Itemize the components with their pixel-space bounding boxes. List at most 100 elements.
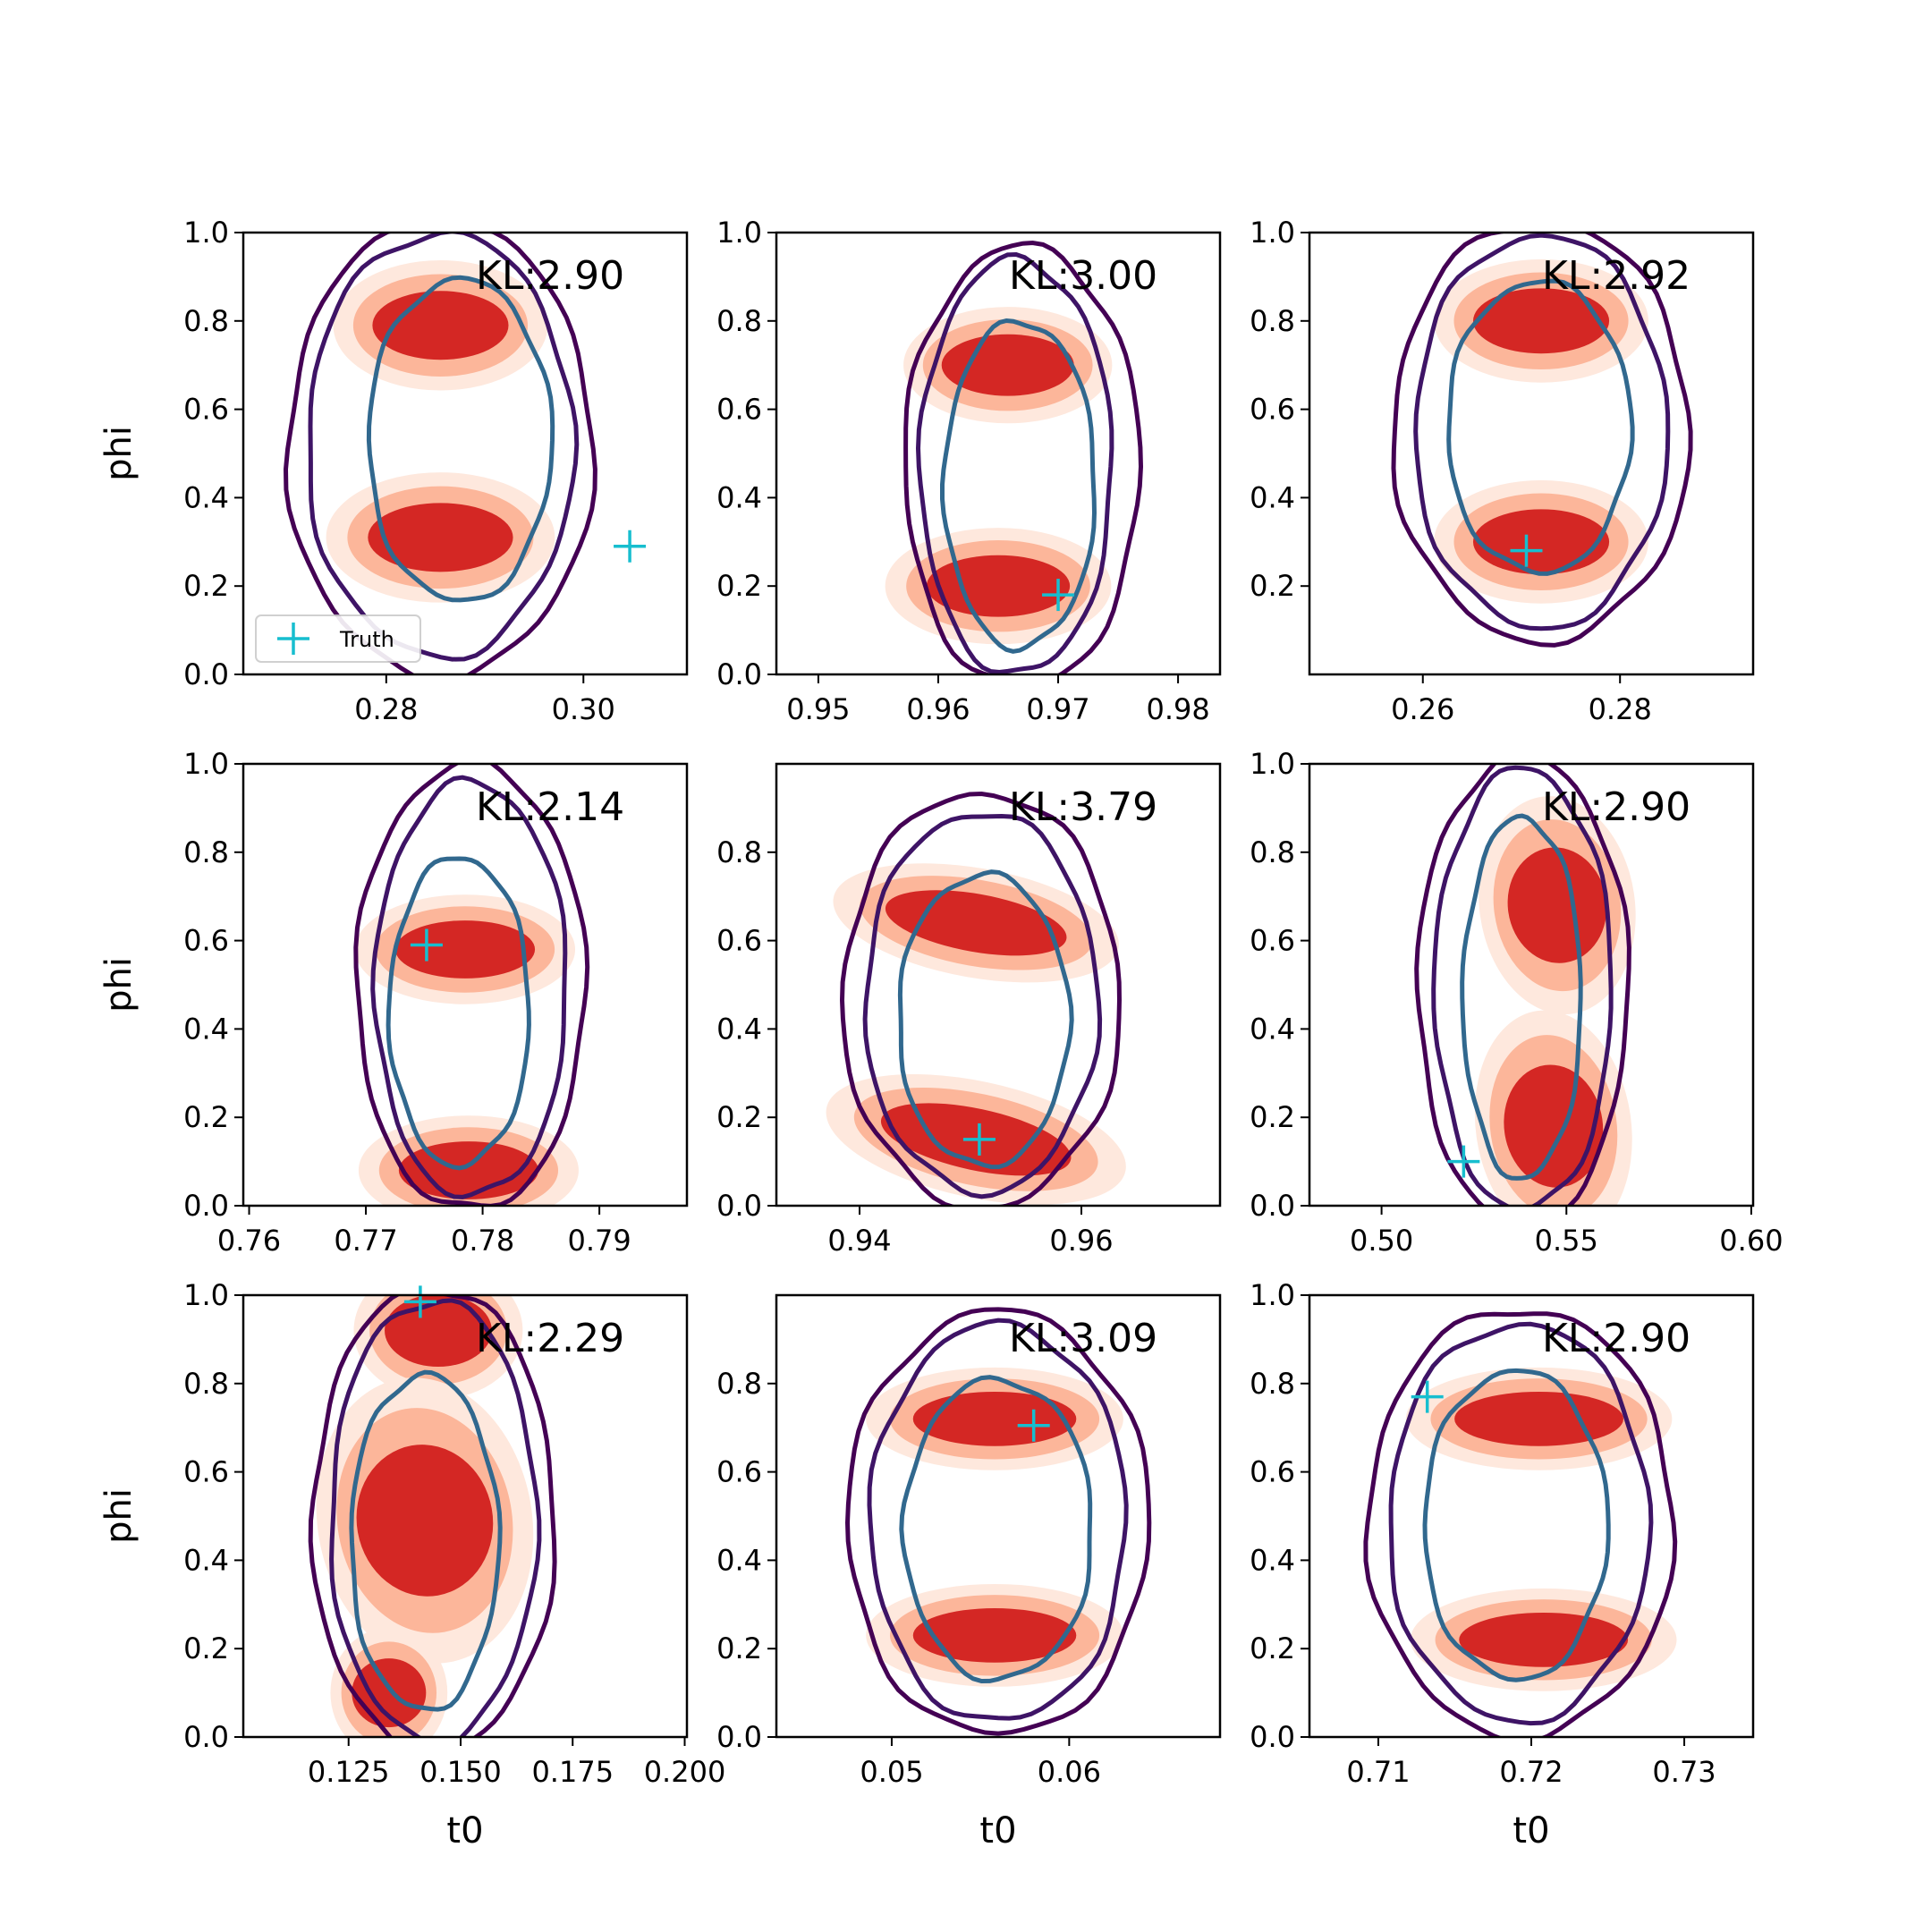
truth-marker xyxy=(1447,1145,1480,1178)
contour-outer xyxy=(844,1307,1152,1736)
axes-frame xyxy=(242,1293,689,1739)
density-blob-2-level-3 xyxy=(1504,1064,1604,1188)
panel-3: 0.26 0.28 0.2 0.4 0.6 0.8 1.0 KL:2.92 xyxy=(1250,216,1755,726)
density-blob-2-level-3 xyxy=(1472,509,1610,575)
y-tick-label: 0.2 xyxy=(183,569,229,603)
contour-mid xyxy=(1431,765,1614,1206)
contour-inner xyxy=(899,1375,1093,1684)
y-tick-label: 0.0 xyxy=(183,1189,229,1223)
plot-area xyxy=(1363,1311,1678,1737)
y-tick-label: 0.8 xyxy=(1250,304,1295,338)
contour-mid xyxy=(1413,233,1671,631)
y-tick-label: 0.6 xyxy=(1250,1455,1295,1489)
truth-marker xyxy=(1411,1380,1444,1413)
y-tick-label: 0.8 xyxy=(1250,1367,1295,1401)
x-tick-label: 0.200 xyxy=(644,1755,726,1789)
contour-outer xyxy=(353,764,590,1206)
y-tick-label: 0.0 xyxy=(1250,1720,1295,1754)
density-blob-1-level-3 xyxy=(372,291,509,360)
x-tick-label: 0.30 xyxy=(552,692,615,726)
density-blob-2-level-3 xyxy=(1459,1612,1629,1667)
y-tick-label: 0.4 xyxy=(1250,480,1295,514)
y-tick-label: 0.8 xyxy=(183,304,229,338)
contour-outer xyxy=(839,791,1123,1206)
x-axis-label: t0 xyxy=(979,1810,1016,1852)
density-blob-1-level-3 xyxy=(941,334,1074,396)
y-tick-label: 0.6 xyxy=(1250,924,1295,958)
contour-outer xyxy=(1391,233,1693,648)
contour-mid xyxy=(370,775,568,1199)
density-blob-2-level-3 xyxy=(368,503,513,572)
y-tick-label: 1.0 xyxy=(183,216,229,250)
y-tick-label: 0.6 xyxy=(716,1455,762,1489)
truth-marker xyxy=(962,1123,996,1156)
density-blob-2-level-3 xyxy=(926,555,1071,617)
truth-marker xyxy=(1042,579,1075,612)
panel-8: 0.05 0.06 0.0 0.2 0.4 0.6 0.8 KL:3.09 t0 xyxy=(716,1293,1222,1852)
y-tick-label: 0.6 xyxy=(716,924,762,958)
density-blob-1-level-3 xyxy=(385,1295,492,1368)
x-tick-label: 0.150 xyxy=(419,1755,502,1789)
y-tick-label: 1.0 xyxy=(183,1278,229,1312)
y-tick-label: 1.0 xyxy=(716,216,762,250)
x-tick-label: 0.05 xyxy=(860,1755,923,1789)
panel-5: 0.94 0.96 0.0 0.2 0.4 0.6 0.8 KL:3.79 xyxy=(716,762,1222,1258)
y-tick-label: 0.2 xyxy=(716,569,762,603)
kl-annotation: KL:3.00 xyxy=(1009,253,1157,299)
y-tick-label: 0.8 xyxy=(183,1367,229,1401)
kl-annotation: KL:2.92 xyxy=(1542,253,1690,299)
density-blob-1-level-3 xyxy=(1454,1391,1623,1446)
y-tick-label: 1.0 xyxy=(183,747,229,781)
y-tick-label: 0.4 xyxy=(716,1012,762,1046)
plot-area xyxy=(826,791,1126,1206)
kl-annotation: KL:2.90 xyxy=(476,253,624,299)
y-tick-label: 0.4 xyxy=(716,480,762,514)
plot-area xyxy=(353,764,590,1206)
y-tick-label: 0.4 xyxy=(716,1543,762,1577)
legend: Truth xyxy=(255,614,421,663)
contour-inner xyxy=(1422,1368,1611,1682)
x-tick-label: 0.79 xyxy=(567,1224,631,1258)
density-blob-1-level-3 xyxy=(1507,847,1607,963)
y-tick-label: 0.4 xyxy=(1250,1012,1295,1046)
plot-area xyxy=(1414,764,1636,1206)
kl-annotation: KL:3.79 xyxy=(1009,784,1157,830)
x-tick-label: 0.26 xyxy=(1391,692,1454,726)
y-tick-label: 0.8 xyxy=(183,835,229,869)
y-tick-label: 0.0 xyxy=(183,1720,229,1754)
y-tick-label: 0.2 xyxy=(716,1631,762,1665)
plot-area xyxy=(844,1307,1152,1736)
truth-marker xyxy=(1017,1409,1050,1442)
panel-6: 0.50 0.55 0.60 0.0 0.2 0.4 0.6 0.8 1.0 KL:2.90 xyxy=(1250,747,1783,1258)
y-tick-label: 0.2 xyxy=(1250,569,1295,603)
y-tick-label: 0.8 xyxy=(716,304,762,338)
plot-area xyxy=(283,233,597,674)
x-tick-label: 0.98 xyxy=(1146,692,1209,726)
y-tick-label: 0.0 xyxy=(1250,1189,1295,1223)
y-tick-label: 0.8 xyxy=(716,835,762,869)
x-tick-label: 0.28 xyxy=(1589,692,1652,726)
density-blob-1-level-3 xyxy=(912,1391,1077,1446)
y-tick-label: 0.2 xyxy=(183,1631,229,1665)
y-tick-label: 1.0 xyxy=(1250,1278,1295,1312)
density-blob-2-level-3 xyxy=(356,1445,494,1597)
kl-annotation: KL:2.14 xyxy=(476,784,624,830)
x-tick-label: 0.175 xyxy=(531,1755,614,1789)
truth-marker xyxy=(614,530,647,563)
y-tick-label: 1.0 xyxy=(1250,747,1295,781)
y-tick-label: 0.2 xyxy=(716,1100,762,1134)
x-tick-label: 0.73 xyxy=(1652,1755,1716,1789)
axes-frame xyxy=(242,231,689,676)
contour-inner xyxy=(1460,813,1583,1181)
plot-area xyxy=(1391,233,1693,648)
y-tick-label: 0.0 xyxy=(716,657,762,691)
x-tick-label: 0.78 xyxy=(451,1224,514,1258)
y-tick-label: 0.8 xyxy=(716,1367,762,1401)
y-tick-label: 0.2 xyxy=(1250,1631,1295,1665)
y-tick-label: 0.4 xyxy=(183,480,229,514)
axes-frame xyxy=(775,231,1222,676)
kl-annotation: KL:2.90 xyxy=(1542,784,1690,830)
density-blob-2-level-3 xyxy=(912,1607,1077,1663)
axes-frame xyxy=(242,762,689,1208)
